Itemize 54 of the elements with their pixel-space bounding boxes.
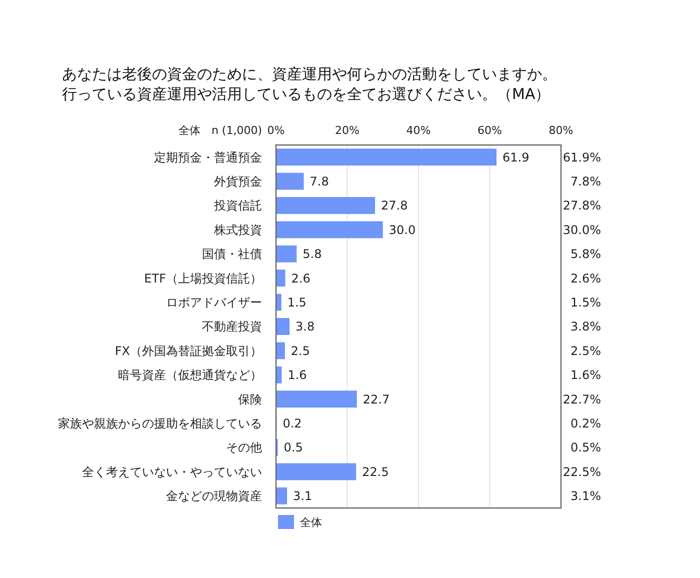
data-label: 2.5	[290, 344, 310, 358]
text: 2.6%	[570, 271, 601, 286]
x-tick-label: 60%	[478, 124, 502, 137]
y-tick-label: FX（外国為替証拠金取引）	[114, 344, 262, 358]
text: 5.8%	[570, 247, 601, 262]
data-label: 30.0	[388, 222, 416, 237]
y-tick-label: 全く考えていない・やっていない	[82, 464, 262, 479]
x-tick-label: 40%	[406, 124, 431, 137]
text: 3.8%	[570, 320, 601, 334]
data-label: 2.6	[291, 271, 310, 286]
y-axis-title: 全体 n (1,000)	[178, 124, 262, 137]
legend-label: 全体	[300, 516, 322, 529]
x-tick-label: 20%	[335, 124, 360, 137]
data-label: 27.8	[381, 198, 408, 213]
y-tick-label: 外貨預金	[214, 174, 262, 188]
text: 3.1%	[570, 489, 601, 504]
text: 7.8%	[570, 174, 601, 188]
data-label: 61.9	[502, 150, 530, 164]
y-tick-label: 保険	[238, 392, 262, 406]
text: 2.5%	[570, 344, 601, 358]
chart-title: あなたは老後の資金のために、資産運用や何らかの活動をしていますか。	[62, 65, 557, 83]
y-tick-label: ETF（上場投資信託）	[144, 271, 262, 286]
data-label: 0.2	[282, 416, 302, 430]
x-tick-label: 0%	[267, 124, 285, 137]
text: 1.5%	[570, 296, 601, 310]
data-label: 1.6	[288, 368, 307, 382]
text: 0.5%	[570, 440, 601, 455]
data-label: 1.5	[287, 296, 306, 310]
text: 22.7%	[562, 392, 601, 406]
y-tick-label: 暗号資産（仮想通貨など）	[118, 368, 262, 382]
chart-subtitle: 行っている資産運用や活用しているものを全てお選びください。（MA）	[62, 85, 550, 103]
data-label: 22.5	[362, 464, 389, 479]
data-label: 5.8	[302, 247, 322, 262]
text: 30.0%	[562, 222, 601, 237]
y-tick-label: 株式投資	[213, 222, 262, 237]
text: 27.8%	[562, 198, 601, 213]
y-tick-label: 投資信託	[213, 198, 262, 213]
y-tick-label: 定期預金・普通預金	[154, 150, 262, 164]
y-tick-label: 不動産投資	[202, 320, 262, 334]
data-label: 0.5	[284, 440, 303, 455]
data-label: 3.8	[296, 320, 315, 334]
y-tick-label: ロボアドバイザー	[166, 296, 262, 310]
data-label: 22.7	[362, 392, 390, 406]
text: 22.5%	[562, 464, 601, 479]
text: 0.2%	[570, 416, 601, 430]
y-tick-label: 国債・社債	[202, 247, 262, 262]
data-label: 7.8	[310, 174, 329, 188]
y-tick-label: 金などの現物資産	[166, 489, 262, 504]
text: 1.6%	[570, 368, 601, 382]
text: 61.9%	[562, 150, 601, 164]
data-label: 3.1	[293, 489, 312, 504]
y-tick-label: その他	[226, 440, 262, 455]
x-tick-label: 80%	[548, 124, 574, 137]
y-tick-label: 家族や親族からの援助を相談している	[58, 416, 262, 430]
